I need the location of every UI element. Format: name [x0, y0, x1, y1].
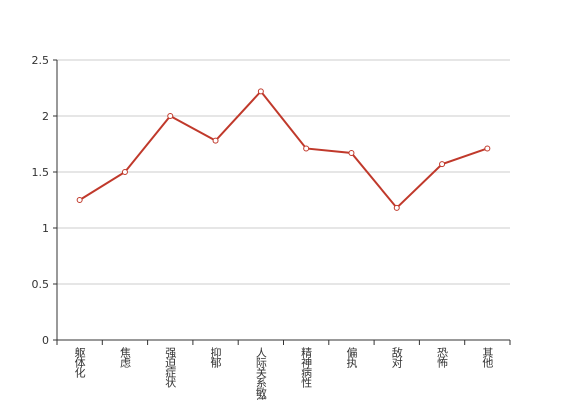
x-tick-label: 其他 [481, 347, 494, 368]
point [257, 88, 264, 95]
x-tick-label: 精神病性 [300, 347, 313, 389]
x-tick-label: 强迫症状 [164, 347, 177, 388]
x-tick-label: 人际关系敏感 [254, 347, 267, 400]
point [439, 161, 446, 168]
point [303, 145, 310, 152]
y-tick-label: 0 [42, 334, 49, 347]
x-tick-label: 焦虑 [118, 347, 131, 368]
x-tick-label: 抑郁 [209, 346, 222, 368]
x-tick-label: 偏执 [345, 346, 358, 369]
y-tick-label: 1 [42, 222, 49, 235]
point [121, 169, 128, 175]
x-tick-label: 恐怖 [436, 347, 449, 368]
point [393, 204, 400, 211]
x-tick-label: 躯体化 [73, 347, 86, 379]
point [167, 113, 174, 119]
point [484, 145, 491, 152]
point [76, 197, 83, 203]
y-tick-label: 2 [42, 110, 49, 123]
point [348, 149, 355, 156]
y-tick-label: 0.5 [32, 278, 50, 291]
line [79, 89, 488, 210]
point [212, 137, 219, 144]
x-tick-label: 敌对 [390, 346, 403, 368]
y-tick-label: 1.5 [32, 166, 50, 179]
y-tick-label: 2.5 [32, 54, 50, 67]
